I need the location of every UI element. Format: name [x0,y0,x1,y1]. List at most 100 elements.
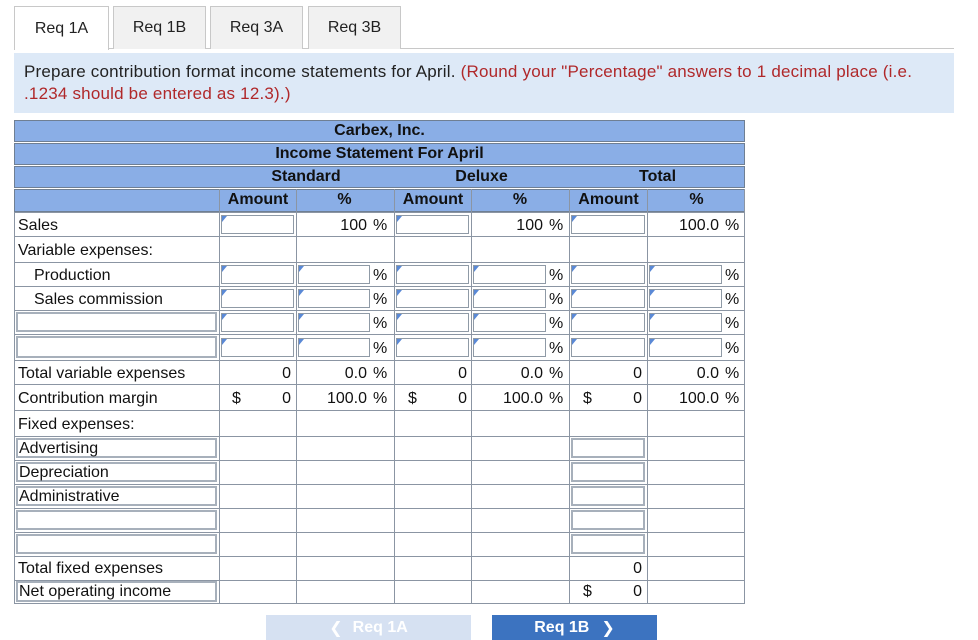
pct-sign: % [373,340,388,357]
fixed-extra2-total-amount-input[interactable] [571,534,645,554]
row-label-contribution-margin: Contribution margin [18,390,158,407]
col-pct-deluxe: % [512,191,528,208]
next-req-label: Req 1B [534,618,590,636]
variable-extra1-deluxe-pct-input[interactable] [473,313,546,332]
col-amount-deluxe: Amount [402,191,464,208]
cm-total-amount: 0 [633,390,642,407]
dollar-sign: $ [408,390,417,407]
depreciation-label-field[interactable]: Depreciation [16,462,217,482]
sales-standard-amount-input[interactable] [221,215,294,234]
variable-extra2-total-pct-input[interactable] [649,338,722,357]
variable-expense-label-input[interactable] [16,336,217,358]
commission-deluxe-pct-input[interactable] [473,289,546,308]
pct-sign: % [549,315,564,332]
tab-bar: Req 1A Req 1B Req 3A Req 3B [14,6,954,50]
fixed-extra1-total-amount-input[interactable] [571,510,645,530]
income-statement-grid: Carbex, Inc. Income Statement For April … [14,120,745,604]
variable-expense-label-input[interactable] [16,312,217,332]
tab-label: Req 1A [34,19,89,37]
col-divider [471,189,472,604]
tab-req-1a[interactable]: Req 1A [14,6,109,50]
row-divider [14,508,745,509]
pct-sign: % [373,267,388,284]
cm-deluxe-amount: 0 [458,390,467,407]
header-band-groups [14,166,745,188]
col-divider [394,189,395,604]
variable-extra1-total-amount-input[interactable] [571,313,645,332]
advertising-total-amount-input[interactable] [571,438,645,458]
net-operating-income-label-field[interactable]: Net operating income [16,581,217,602]
production-standard-amount-input[interactable] [221,265,294,284]
pct-sign: % [725,217,740,234]
production-standard-pct-input[interactable] [298,265,370,284]
next-req-button[interactable]: Req 1B ❯ [492,615,657,640]
group-deluxe: Deluxe [455,168,508,185]
col-amount-total: Amount [578,191,639,208]
variable-extra2-deluxe-amount-input[interactable] [396,338,469,357]
prev-req-button[interactable]: ❮ Req 1A [266,615,471,640]
pct-sign: % [725,291,740,308]
col-divider [296,189,297,604]
pct-sign: % [549,340,564,357]
tve-standard-pct: 0.0 [344,365,367,382]
variable-extra1-standard-amount-input[interactable] [221,313,294,332]
statement-title: Income Statement For April [275,145,484,162]
group-total: Total [638,168,677,185]
tab-req-3b[interactable]: Req 3B [308,6,401,49]
tve-total-pct: 0.0 [696,365,719,382]
variable-extra2-total-amount-input[interactable] [571,338,645,357]
variable-extra1-deluxe-amount-input[interactable] [396,313,469,332]
pct-sign: % [373,315,388,332]
production-deluxe-amount-input[interactable] [396,265,469,284]
row-label-total-fixed: Total fixed expenses [18,560,163,577]
variable-extra1-standard-pct-input[interactable] [298,313,370,332]
col-divider [647,189,648,604]
commission-total-pct-input[interactable] [649,289,722,308]
fixed-expense-label-input[interactable] [16,534,217,554]
tfe-total-amount: 0 [633,560,642,577]
pct-sign: % [373,291,388,308]
pct-sign: % [725,340,740,357]
production-total-amount-input[interactable] [571,265,645,284]
pct-sign: % [549,217,564,234]
commission-standard-amount-input[interactable] [221,289,294,308]
row-divider [14,360,745,361]
tab-req-3a[interactable]: Req 3A [210,6,303,49]
noi-total-amount: 0 [633,583,642,600]
col-pct-total: % [689,191,704,208]
tab-req-1b[interactable]: Req 1B [113,6,206,49]
depreciation-total-amount-input[interactable] [571,462,645,482]
tve-deluxe-pct: 0.0 [520,365,543,382]
row-label-administrative: Administrative [19,488,120,505]
administrative-label-field[interactable]: Administrative [16,486,217,506]
pct-sign: % [549,390,564,407]
advertising-label-field[interactable]: Advertising [16,438,217,458]
row-divider [14,460,745,461]
commission-standard-pct-input[interactable] [298,289,370,308]
commission-deluxe-amount-input[interactable] [396,289,469,308]
commission-total-amount-input[interactable] [571,289,645,308]
administrative-total-amount-input[interactable] [571,486,645,506]
variable-extra2-standard-amount-input[interactable] [221,338,294,357]
col-divider [569,189,570,604]
pct-sign: % [725,267,740,284]
row-divider [14,436,745,437]
sales-deluxe-pct: 100 [516,217,543,234]
variable-extra2-deluxe-pct-input[interactable] [473,338,546,357]
production-total-pct-input[interactable] [649,265,722,284]
cm-total-pct: 100.0 [678,390,719,407]
instruction-box: Prepare contribution format income state… [14,53,954,113]
tab-label: Req 3A [229,19,284,36]
row-label-net-operating-income: Net operating income [19,583,172,600]
sales-deluxe-amount-input[interactable] [396,215,469,234]
dollar-sign: $ [232,390,241,407]
sales-total-amount-input[interactable] [571,215,645,234]
col-divider [744,189,745,604]
prev-req-label: Req 1A [352,618,408,636]
production-deluxe-pct-input[interactable] [473,265,546,284]
fixed-expense-label-input[interactable] [16,510,217,530]
row-divider [14,384,745,385]
cm-standard-amount: 0 [282,390,291,407]
variable-extra2-standard-pct-input[interactable] [298,338,370,357]
variable-extra1-total-pct-input[interactable] [649,313,722,332]
